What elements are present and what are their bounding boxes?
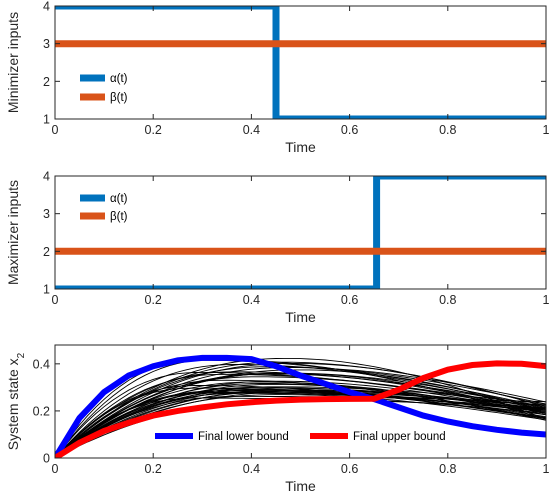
y-tick-label: 4 xyxy=(43,170,50,184)
plot-area xyxy=(55,176,546,289)
legend-label-1: Final lower bound xyxy=(198,431,289,443)
series-line-1 xyxy=(55,6,546,119)
x-tick-label: 1 xyxy=(543,293,549,307)
x-tick-label: 0 xyxy=(52,123,59,137)
series-line-1 xyxy=(55,176,546,289)
trajectory-line xyxy=(55,367,546,458)
trajectory-line xyxy=(55,380,546,458)
x-axis-label: Time xyxy=(285,309,316,325)
series-line-1 xyxy=(55,354,546,458)
trajectory-line xyxy=(55,389,546,458)
x-tick-label: 0.4 xyxy=(243,123,260,137)
legend-label-2: β(t) xyxy=(110,92,128,104)
y-tick-label: 1 xyxy=(43,113,50,127)
legend: α(t) β(t) xyxy=(80,193,128,223)
x-tick-label: 0.8 xyxy=(439,293,456,307)
series-line-2 xyxy=(55,360,546,458)
x-tick-label: 0.6 xyxy=(341,462,358,476)
y-tick-label: 4 xyxy=(43,0,50,14)
axes-box xyxy=(54,5,547,120)
y-axis-label: Minimizer inputs xyxy=(5,12,21,113)
y-axis-label-subscript: 2 xyxy=(16,352,27,358)
y-tick-label: 0 xyxy=(43,452,50,466)
y-tick-label: 3 xyxy=(43,207,50,221)
axes-box xyxy=(54,175,547,290)
legend-label-2: β(t) xyxy=(110,211,128,223)
x-tick-label: 0.2 xyxy=(145,123,162,137)
x-tick-label: 0.2 xyxy=(145,293,162,307)
x-tick-label: 0.6 xyxy=(341,293,358,307)
x-axis-label: Time xyxy=(285,478,316,494)
y-tick-label: 1 xyxy=(43,283,50,297)
y-tick-label: 0.2 xyxy=(33,404,50,418)
x-tick-label: 1 xyxy=(543,123,549,137)
x-tick-label: 0 xyxy=(52,462,59,476)
subplot-1: 0 0.2 0.4 0.6 0.8 1 1 2 3 4 Time Minimizer inputs α(… xyxy=(5,0,549,155)
y-tick-label: 3 xyxy=(43,37,50,51)
y-tick-label: 2 xyxy=(43,75,50,89)
y-axis-label: Maximizer inputs xyxy=(5,180,21,285)
x-tick-label: 1 xyxy=(543,462,549,476)
y-tick-label: 0.4 xyxy=(33,357,50,371)
x-tick-label: 0 xyxy=(52,293,59,307)
x-tick-label: 0.4 xyxy=(243,462,260,476)
legend: Final lower bound Final upper bound xyxy=(155,431,446,443)
legend: α(t) β(t) xyxy=(80,73,128,104)
x-tick-label: 0.8 xyxy=(439,123,456,137)
plot-area xyxy=(55,6,546,119)
subplot-3: 0 0.2 0.4 0.6 0.8 1 0 0.2 0.4 Time System state x2… xyxy=(5,344,549,494)
x-tick-label: 0.2 xyxy=(145,462,162,476)
plot-area xyxy=(55,354,546,458)
y-tick-label: 2 xyxy=(43,245,50,259)
trajectory-line xyxy=(55,364,546,458)
x-axis-label: Time xyxy=(285,139,316,155)
trajectory-line xyxy=(55,383,546,458)
trajectory-line xyxy=(55,390,546,458)
legend-label-1: α(t) xyxy=(110,193,128,205)
x-tick-label: 0.6 xyxy=(341,123,358,137)
subplot-2: 0 0.2 0.4 0.6 0.8 1 1 2 3 4 Time Maximizer inputs α(… xyxy=(5,170,549,326)
y-axis-label: System state x2 xyxy=(5,352,27,450)
x-tick-label: 0.4 xyxy=(243,293,260,307)
axes-box xyxy=(54,344,547,459)
legend-label-1: α(t) xyxy=(110,73,128,85)
legend-label-2: Final upper bound xyxy=(353,431,446,443)
x-tick-label: 0.8 xyxy=(439,462,456,476)
